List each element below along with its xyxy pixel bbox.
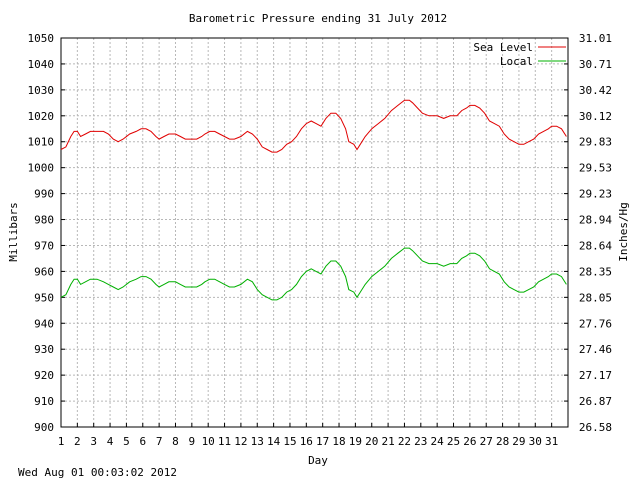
y-tick-label: 970 (34, 239, 54, 252)
legend-label-sea-level: Sea Level (473, 41, 533, 54)
x-tick-label: 4 (107, 435, 114, 448)
series-lines (60, 99, 567, 301)
y-tick-label: 930 (34, 343, 54, 356)
y2-tick-label: 28.35 (579, 265, 612, 278)
y2-tick-label: 29.53 (579, 162, 612, 175)
x-tick-label: 8 (172, 435, 179, 448)
y2-tick-label: 29.83 (579, 136, 612, 149)
y-axis-right: 26.58 26.87 27.17 27.46 27.76 28.05 28.35 28.64… (564, 32, 612, 434)
x-axis-label: Day (308, 454, 328, 467)
y-axis-left: 900 910 920 930 940 950 960 970 980 990 1000 1010 10… (28, 32, 65, 434)
y2-tick-label: 30.71 (579, 58, 612, 71)
x-tick-label: 17 (316, 435, 329, 448)
x-tick-label: 14 (267, 435, 281, 448)
series-line-local (60, 247, 567, 301)
x-tick-label: 13 (251, 435, 264, 448)
y-axis-label: Millibars (7, 202, 20, 262)
x-tick-label: 11 (218, 435, 231, 448)
y2-tick-label: 31.01 (579, 32, 612, 45)
y-tick-label: 900 (34, 421, 54, 434)
y2-tick-label: 29.23 (579, 188, 612, 201)
y-tick-label: 960 (34, 265, 54, 278)
series-line-sea-level (60, 99, 567, 153)
x-tick-label: 9 (189, 435, 196, 448)
x-tick-label: 7 (156, 435, 163, 448)
x-tick-label: 3 (90, 435, 97, 448)
x-tick-label: 23 (414, 435, 427, 448)
y2-axis-label: Inches/Hg (617, 202, 630, 262)
y-tick-label: 980 (34, 214, 54, 227)
legend: Sea Level Local (473, 41, 566, 68)
y2-tick-label: 28.94 (579, 214, 612, 227)
x-tick-label: 5 (123, 435, 130, 448)
y-tick-label: 910 (34, 395, 54, 408)
y-tick-label: 1040 (28, 58, 55, 71)
y2-tick-label: 30.42 (579, 84, 612, 97)
y2-tick-label: 27.76 (579, 317, 612, 330)
y-tick-label: 940 (34, 317, 54, 330)
y2-tick-label: 28.05 (579, 291, 612, 304)
x-tick-label: 27 (480, 435, 493, 448)
x-tick-label: 28 (496, 435, 509, 448)
x-tick-label: 19 (349, 435, 362, 448)
x-tick-label: 12 (234, 435, 247, 448)
x-tick-label: 1 (58, 435, 65, 448)
x-tick-label: 30 (529, 435, 542, 448)
y-tick-label: 1020 (28, 110, 55, 123)
y-tick-label: 990 (34, 188, 54, 201)
x-tick-label: 22 (398, 435, 411, 448)
chart-title: Barometric Pressure ending 31 July 2012 (189, 12, 447, 25)
y2-tick-label: 27.17 (579, 369, 612, 382)
y-tick-label: 950 (34, 291, 54, 304)
x-tick-label: 20 (365, 435, 378, 448)
y-tick-label: 920 (34, 369, 54, 382)
x-tick-label: 21 (381, 435, 394, 448)
x-tick-label: 2 (74, 435, 81, 448)
y2-tick-label: 28.64 (579, 239, 612, 252)
y2-tick-label: 30.12 (579, 110, 612, 123)
x-tick-label: 24 (431, 435, 445, 448)
y-tick-label: 1030 (28, 84, 55, 97)
x-axis: 1 2 3 4 5 6 7 8 9 10 11 12 13 14 15 16 17 18 19 20 21 22 23 24 2… (58, 423, 558, 448)
x-tick-label: 29 (512, 435, 525, 448)
y2-tick-label: 27.46 (579, 343, 612, 356)
plot-frame (60, 37, 569, 428)
x-tick-label: 31 (545, 435, 558, 448)
x-tick-label: 25 (447, 435, 460, 448)
x-tick-label: 26 (463, 435, 476, 448)
timestamp-footer: Wed Aug 01 00:03:02 2012 (18, 466, 177, 479)
x-tick-label: 16 (300, 435, 313, 448)
y-tick-label: 1010 (28, 136, 55, 149)
y-tick-label: 1000 (28, 162, 55, 175)
y-tick-label: 1050 (28, 32, 55, 45)
x-tick-label: 15 (283, 435, 296, 448)
x-tick-label: 18 (332, 435, 345, 448)
grid (61, 38, 568, 427)
y2-tick-label: 26.58 (579, 421, 612, 434)
x-tick-label: 10 (202, 435, 215, 448)
x-tick-label: 6 (139, 435, 146, 448)
y2-tick-label: 26.87 (579, 395, 612, 408)
legend-label-local: Local (500, 55, 533, 68)
